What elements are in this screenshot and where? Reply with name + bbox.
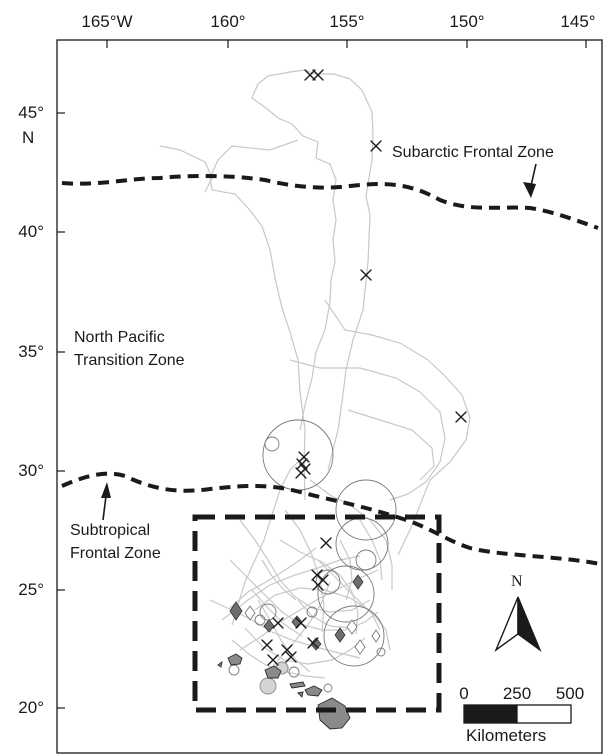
lat-tick-20: 20° bbox=[18, 698, 44, 717]
scale-bar bbox=[463, 704, 572, 724]
lat-tick-40: 40° bbox=[18, 222, 44, 241]
activity-circles bbox=[228, 419, 397, 693]
lat-tick-35: 35° bbox=[18, 342, 44, 361]
lat-unit-n: N bbox=[22, 128, 35, 147]
north-arrow-label: N bbox=[511, 573, 523, 590]
study-area-box bbox=[192, 514, 442, 713]
lon-tick-160: 160° bbox=[210, 12, 246, 31]
island-kauai bbox=[227, 653, 243, 666]
dark-diamond-markers bbox=[229, 574, 364, 651]
island-maui bbox=[304, 685, 323, 697]
subtropical-frontal-zone-label-line2: Frontal Zone bbox=[70, 545, 161, 562]
hawaiian-islands bbox=[217, 653, 351, 730]
island-niihau bbox=[217, 660, 223, 668]
lat-tick-45: 45° bbox=[18, 103, 44, 122]
longitude-tick-marks bbox=[106, 40, 587, 48]
subtropical-frontal-zone-label-line1: Subtropical bbox=[70, 522, 151, 539]
lon-tick-150: 150° bbox=[449, 12, 485, 31]
scale-label-500: 500 bbox=[555, 684, 585, 703]
light-diamond-markers bbox=[244, 605, 381, 655]
lon-tick-145: 145° bbox=[560, 12, 596, 31]
scale-label-0: 0 bbox=[459, 684, 469, 703]
island-lanai bbox=[297, 691, 304, 698]
lat-tick-30: 30° bbox=[18, 461, 44, 480]
transition-zone-label-line1: North Pacific bbox=[74, 329, 165, 346]
latitude-tick-marks bbox=[57, 112, 65, 709]
subarctic-frontal-zone-line bbox=[61, 173, 599, 230]
transition-zone-label-line2: Transition Zone bbox=[74, 352, 185, 369]
island-oahu bbox=[264, 665, 282, 679]
lon-tick-155: 155° bbox=[329, 12, 365, 31]
front-pointer-arrows bbox=[101, 163, 537, 521]
lat-tick-25: 25° bbox=[18, 580, 44, 599]
island-molokai bbox=[289, 681, 306, 689]
lon-tick-165w: 165°W bbox=[81, 12, 133, 31]
scale-label-250: 250 bbox=[502, 684, 532, 703]
subarctic-frontal-zone-label: Subarctic Frontal Zone bbox=[392, 144, 554, 161]
scale-unit-label: Kilometers bbox=[466, 726, 547, 745]
x-markers bbox=[261, 69, 467, 666]
island-hawaii bbox=[317, 697, 351, 730]
north-arrow-icon bbox=[494, 596, 542, 653]
